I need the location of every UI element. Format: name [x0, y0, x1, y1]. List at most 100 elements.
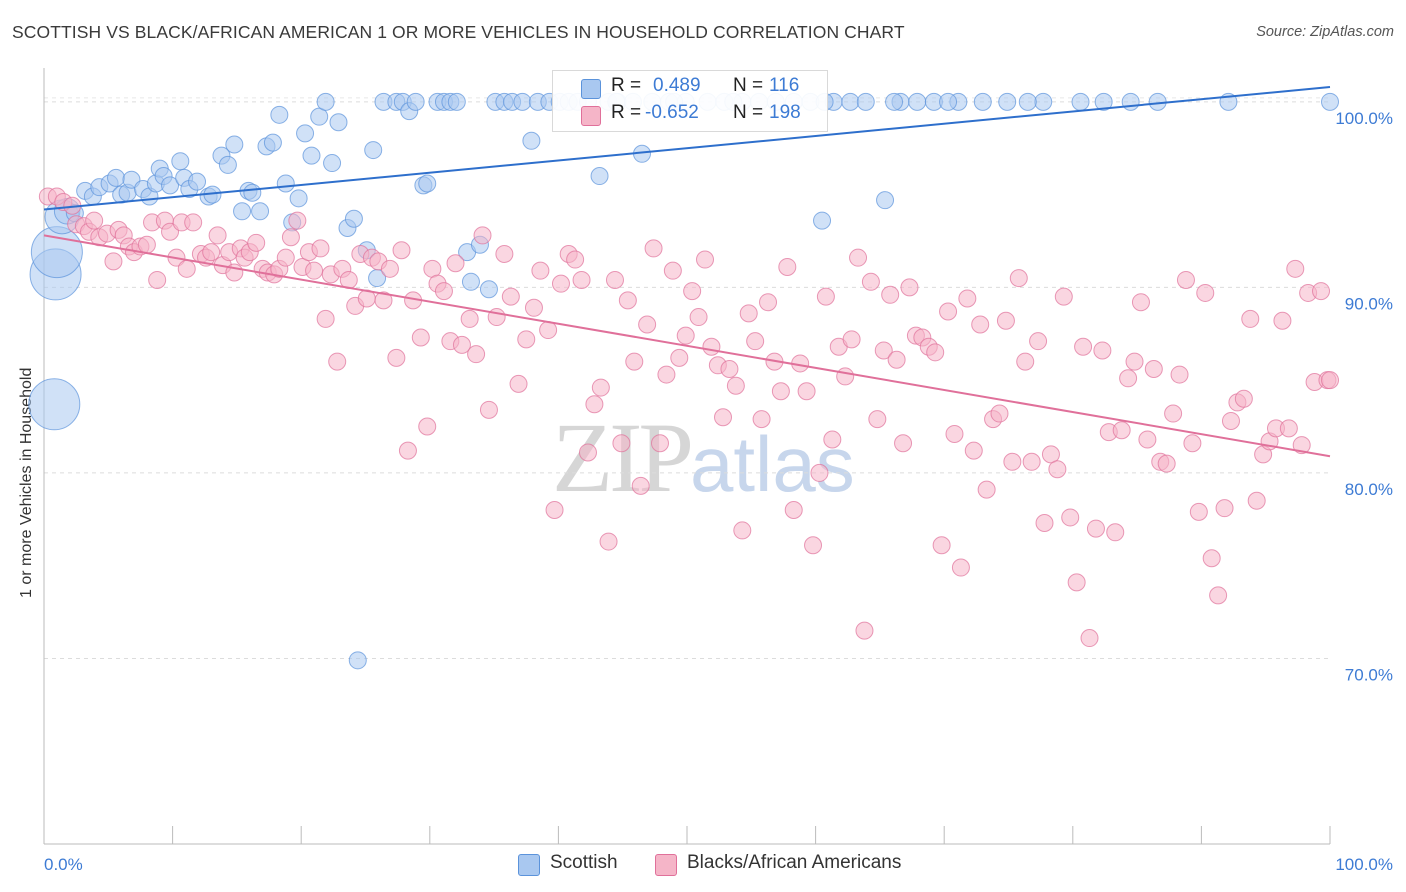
black-point	[1183, 434, 1202, 453]
black-point	[739, 304, 758, 323]
black-point	[797, 382, 816, 401]
black-point	[1009, 269, 1028, 288]
black-point	[316, 309, 335, 328]
y-tick-label: 100.0%	[1335, 109, 1393, 128]
black-point	[566, 250, 585, 269]
scottish-point	[316, 92, 335, 111]
scottish-swatch	[581, 79, 601, 99]
black-point	[1215, 499, 1234, 518]
black-point	[599, 532, 618, 551]
black-point	[977, 480, 996, 499]
black-point	[696, 250, 715, 269]
black-point	[460, 309, 479, 328]
black-point	[473, 226, 492, 245]
scottish-point	[28, 378, 81, 431]
black-point	[683, 282, 702, 301]
black-point	[1321, 371, 1339, 390]
black-point	[479, 400, 498, 419]
black-point	[1067, 573, 1086, 592]
scottish-point	[344, 209, 363, 228]
black-point	[1119, 369, 1138, 388]
scottish-point	[447, 92, 466, 111]
black-point	[328, 352, 347, 371]
black-point	[1125, 352, 1144, 371]
black-point	[380, 259, 399, 278]
legend-swatch	[518, 854, 540, 876]
scottish-point	[406, 92, 425, 111]
black-point	[612, 434, 631, 453]
black-point	[517, 330, 536, 349]
black-point	[945, 424, 964, 443]
black-point	[1106, 523, 1125, 542]
r-label: R =	[611, 102, 642, 123]
black-point	[836, 367, 855, 386]
scottish-point	[30, 226, 83, 279]
r-value: -0.652	[645, 102, 699, 123]
scottish-point	[522, 131, 541, 150]
black-trend-line	[43, 234, 1331, 458]
black-point	[208, 226, 227, 245]
black-point	[374, 291, 393, 310]
black-point	[804, 536, 823, 555]
watermark-zip: ZIP	[552, 402, 694, 513]
r-value: 0.489	[653, 75, 701, 96]
black-point	[771, 382, 790, 401]
scottish-point	[310, 107, 329, 126]
black-point	[855, 621, 874, 640]
scottish-point	[841, 92, 860, 111]
black-point	[842, 330, 861, 349]
scottish-point	[302, 146, 321, 165]
chart-title: SCOTTISH VS BLACK/AFRICAN AMERICAN 1 OR …	[12, 22, 905, 42]
black-point	[650, 434, 669, 453]
black-point	[398, 441, 417, 460]
legend-label: Blacks/African Americans	[687, 852, 902, 873]
black-point	[702, 337, 721, 356]
black-point	[495, 244, 514, 263]
black-point	[1247, 491, 1266, 510]
black-point	[572, 270, 591, 289]
scottish-point	[1094, 92, 1113, 111]
black-point	[418, 417, 437, 436]
black-point	[509, 374, 528, 393]
black-point	[823, 430, 842, 449]
scottish-point	[908, 92, 927, 111]
legend-swatch	[655, 854, 677, 876]
black-point	[605, 270, 624, 289]
scottish-point	[364, 141, 383, 160]
scottish-point	[263, 133, 282, 152]
black-point	[452, 335, 471, 354]
black-point	[1074, 337, 1093, 356]
black-point	[861, 272, 880, 291]
black-point	[1112, 421, 1131, 440]
scottish-point	[1121, 92, 1140, 111]
n-label: N =	[733, 75, 764, 96]
scottish-point	[813, 211, 832, 230]
black-point	[1003, 452, 1022, 471]
black-point	[288, 211, 307, 230]
black-point	[1086, 519, 1105, 538]
black-point	[714, 408, 733, 427]
n-value: 116	[769, 75, 800, 96]
black-point	[578, 443, 597, 462]
black-point	[733, 521, 752, 540]
black-point	[1176, 270, 1195, 289]
black-point	[1016, 352, 1035, 371]
black-point	[281, 228, 300, 247]
black-point	[1131, 293, 1150, 312]
black-point	[1292, 436, 1311, 455]
y-tick-label: 70.0%	[1345, 665, 1393, 684]
black-point	[631, 476, 650, 495]
black-point	[591, 378, 610, 397]
black-point	[467, 345, 486, 364]
black-point	[1209, 586, 1228, 605]
scottish-point	[461, 272, 480, 291]
black-point	[551, 274, 570, 293]
stats-box: R = 0.489 N = 116 R = -0.652 N = 198	[552, 70, 828, 132]
black-point	[1029, 332, 1048, 351]
black-point	[816, 287, 835, 306]
black-point	[434, 282, 453, 301]
black-point	[881, 285, 900, 304]
scottish-point	[107, 168, 126, 187]
black-point	[874, 341, 893, 360]
